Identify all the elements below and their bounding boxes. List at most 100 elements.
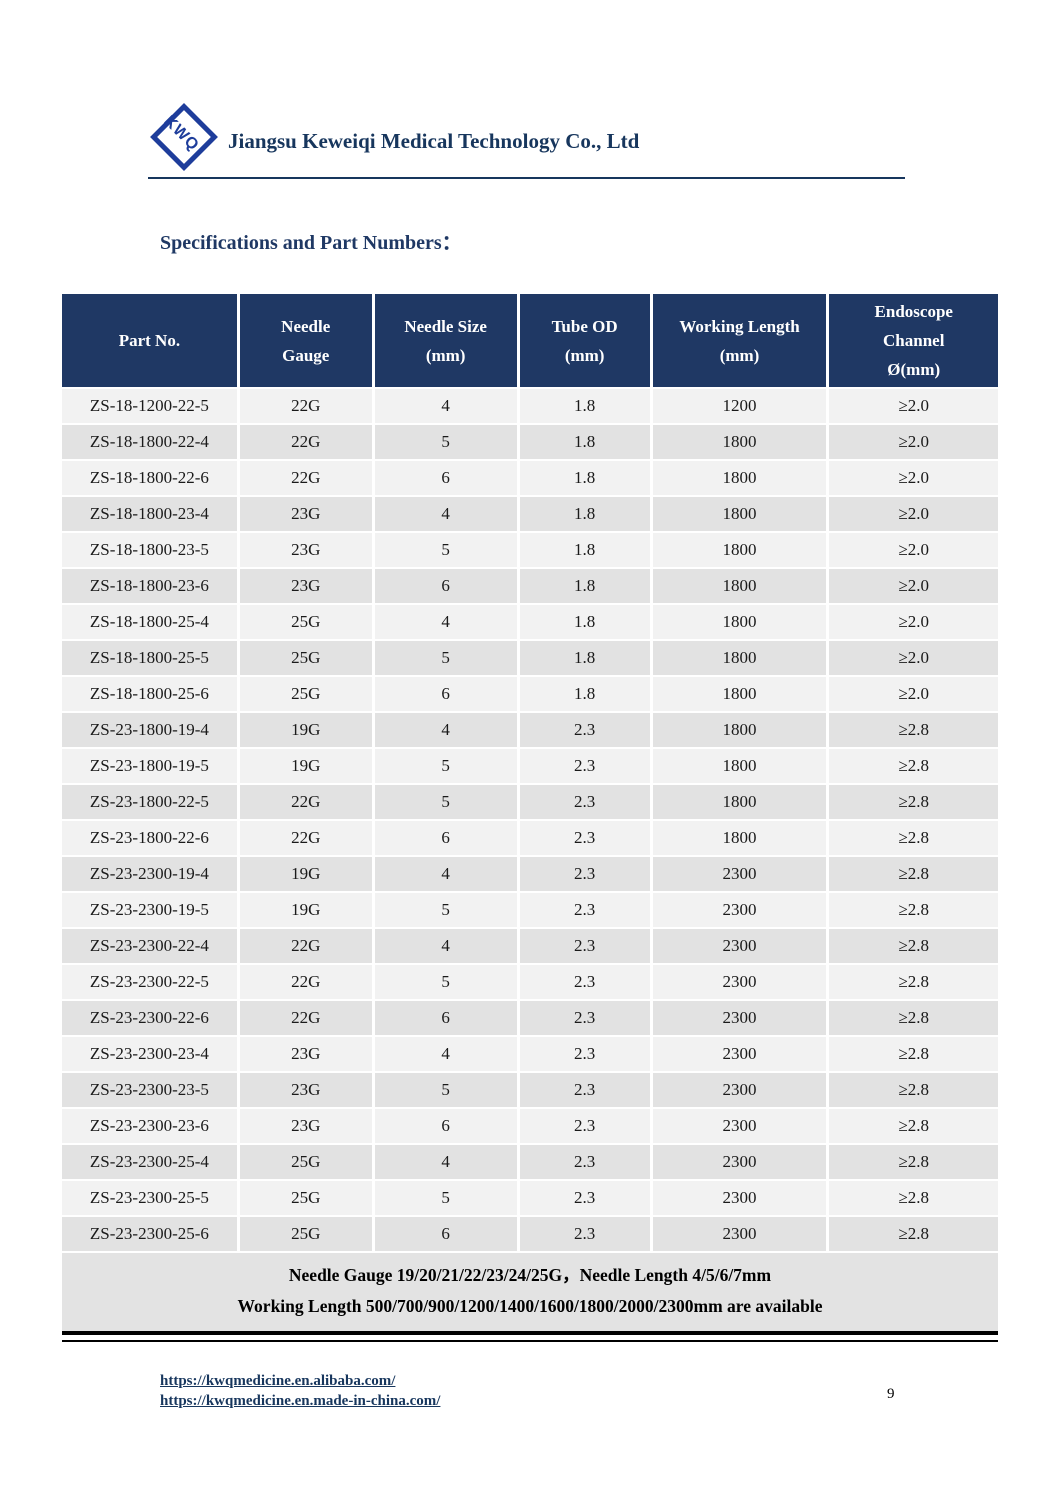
table-cell-needle-gauge: 23G: [239, 1073, 375, 1109]
table-cell-part-no: ZS-23-2300-19-5: [62, 893, 240, 929]
table-cell-needle-size: 6: [374, 1001, 520, 1037]
table-cell-tube-od: 2.3: [519, 1181, 653, 1217]
table-cell-needle-size: 6: [374, 1109, 520, 1145]
table-cell-endoscope-channel: ≥2.8: [829, 1145, 998, 1181]
column-header-line: Endoscope: [874, 302, 953, 321]
column-header-line: Gauge: [282, 345, 330, 365]
column-header-needle-size: Needle Size (mm): [374, 294, 520, 389]
footer-links: https://kwqmedicine.en.alibaba.com/ http…: [160, 1371, 440, 1411]
table-cell-endoscope-channel: ≥2.0: [829, 533, 998, 569]
table-cell-working-length: 2300: [652, 857, 830, 893]
table-cell-needle-gauge: 19G: [239, 857, 375, 893]
table-row: ZS-18-1800-22-4 22G 5 1.8 1800 ≥2.0: [62, 425, 998, 461]
table-cell-needle-gauge: 25G: [239, 677, 375, 713]
table-body: ZS-18-1200-22-5 22G 4 1.8 1200 ≥2.0 ZS-18-1800…: [62, 389, 998, 1253]
table-cell-tube-od: 2.3: [519, 785, 653, 821]
table-cell-needle-gauge: 19G: [239, 713, 375, 749]
table-row: ZS-18-1800-23-4 23G 4 1.8 1800 ≥2.0: [62, 497, 998, 533]
table-cell-tube-od: 1.8: [519, 641, 653, 677]
table-cell-working-length: 2300: [652, 893, 830, 929]
table-cell-tube-od: 1.8: [519, 569, 653, 605]
table-cell-needle-gauge: 25G: [239, 1145, 375, 1181]
table-row: ZS-23-1800-22-6 22G 6 2.3 1800 ≥2.8: [62, 821, 998, 857]
table-cell-working-length: 2300: [652, 1109, 830, 1145]
page-number: 9: [887, 1386, 895, 1402]
table-cell-endoscope-channel: ≥2.0: [829, 389, 998, 425]
table-cell-working-length: 2300: [652, 1217, 830, 1253]
table-cell-working-length: 1800: [652, 677, 830, 713]
table-cell-needle-size: 5: [374, 965, 520, 1001]
table-cell-working-length: 1800: [652, 425, 830, 461]
table-cell-needle-gauge: 23G: [239, 497, 375, 533]
table-cell-endoscope-channel: ≥2.8: [829, 1181, 998, 1217]
table-cell-tube-od: 1.8: [519, 533, 653, 569]
table-cell-part-no: ZS-18-1800-25-5: [62, 641, 240, 677]
spec-table-container: Part No. Needle Gauge Needle Size (mm) Tube O…: [62, 294, 998, 1342]
table-cell-needle-size: 4: [374, 1145, 520, 1181]
table-cell-working-length: 1800: [652, 533, 830, 569]
table-cell-needle-gauge: 22G: [239, 785, 375, 821]
table-cell-part-no: ZS-18-1800-22-6: [62, 461, 240, 497]
table-row: ZS-23-2300-23-5 23G 5 2.3 2300 ≥2.8: [62, 1073, 998, 1109]
table-cell-tube-od: 1.8: [519, 677, 653, 713]
table-cell-working-length: 1800: [652, 785, 830, 821]
table-cell-endoscope-channel: ≥2.0: [829, 497, 998, 533]
table-cell-tube-od: 2.3: [519, 1001, 653, 1037]
table-cell-needle-size: 6: [374, 461, 520, 497]
table-cell-part-no: ZS-23-2300-23-4: [62, 1037, 240, 1073]
table-cell-needle-size: 4: [374, 389, 520, 425]
table-cell-endoscope-channel: ≥2.8: [829, 1001, 998, 1037]
footer-link-alibaba[interactable]: https://kwqmedicine.en.alibaba.com/: [160, 1373, 396, 1389]
table-cell-working-length: 2300: [652, 1181, 830, 1217]
logo-letters: KWQ: [160, 112, 203, 155]
table-cell-working-length: 1800: [652, 605, 830, 641]
table-cell-needle-gauge: 22G: [239, 461, 375, 497]
table-cell-endoscope-channel: ≥2.8: [829, 1109, 998, 1145]
table-cell-part-no: ZS-23-2300-25-6: [62, 1217, 240, 1253]
footer-link-made-in-china[interactable]: https://kwqmedicine.en.made-in-china.com…: [160, 1393, 441, 1409]
table-cell-needle-size: 4: [374, 713, 520, 749]
table-cell-working-length: 2300: [652, 1073, 830, 1109]
table-cell-needle-gauge: 25G: [239, 1217, 375, 1253]
table-cell-endoscope-channel: ≥2.8: [829, 1217, 998, 1253]
table-row: ZS-23-2300-19-4 19G 4 2.3 2300 ≥2.8: [62, 857, 998, 893]
table-cell-endoscope-channel: ≥2.0: [829, 461, 998, 497]
table-cell-tube-od: 2.3: [519, 893, 653, 929]
table-cell-endoscope-channel: ≥2.8: [829, 1073, 998, 1109]
footnote-line-2: Working Length 500/700/900/1200/1400/160…: [237, 1296, 823, 1316]
table-cell-part-no: ZS-23-1800-22-5: [62, 785, 240, 821]
specifications-table: Part No. Needle Gauge Needle Size (mm) Tube O…: [62, 294, 998, 1335]
table-cell-endoscope-channel: ≥2.0: [829, 569, 998, 605]
table-cell-needle-gauge: 19G: [239, 749, 375, 785]
column-header-line: (mm): [425, 345, 466, 365]
table-row: ZS-23-2300-19-5 19G 5 2.3 2300 ≥2.8: [62, 893, 998, 929]
table-cell-needle-gauge: 22G: [239, 965, 375, 1001]
column-header-working-length: Working Length (mm): [652, 294, 830, 389]
column-header-line: Ø(mm): [887, 360, 941, 379]
table-cell-endoscope-channel: ≥2.8: [829, 749, 998, 785]
table-row: ZS-23-2300-22-5 22G 5 2.3 2300 ≥2.8: [62, 965, 998, 1001]
table-cell-needle-size: 5: [374, 533, 520, 569]
table-cell-endoscope-channel: ≥2.0: [829, 641, 998, 677]
table-header: Part No. Needle Gauge Needle Size (mm) Tube O…: [62, 294, 998, 389]
table-cell-endoscope-channel: ≥2.8: [829, 713, 998, 749]
table-row: ZS-23-2300-22-4 22G 4 2.3 2300 ≥2.8: [62, 929, 998, 965]
table-cell-part-no: ZS-18-1800-23-4: [62, 497, 240, 533]
table-cell-part-no: ZS-18-1800-25-4: [62, 605, 240, 641]
column-header-line: Needle Size: [404, 316, 487, 336]
table-cell-tube-od: 1.8: [519, 605, 653, 641]
table-cell-endoscope-channel: ≥2.8: [829, 821, 998, 857]
column-header-tube-od: Tube OD (mm): [519, 294, 653, 389]
table-cell-needle-size: 5: [374, 641, 520, 677]
column-header-line: Needle: [281, 316, 331, 336]
table-cell-tube-od: 2.3: [519, 857, 653, 893]
table-cell-needle-size: 5: [374, 1181, 520, 1217]
table-cell-needle-size: 6: [374, 677, 520, 713]
company-name: Jiangsu Keweiqi Medical Technology Co., …: [228, 129, 640, 153]
table-cell-endoscope-channel: ≥2.8: [829, 965, 998, 1001]
table-row: ZS-23-2300-23-4 23G 4 2.3 2300 ≥2.8: [62, 1037, 998, 1073]
table-cell-endoscope-channel: ≥2.8: [829, 1037, 998, 1073]
column-header-line: Channel: [883, 331, 945, 350]
table-cell-part-no: ZS-23-2300-22-5: [62, 965, 240, 1001]
footnote-line-1: Needle Gauge 19/20/21/22/23/24/25G，Needl…: [288, 1265, 772, 1285]
